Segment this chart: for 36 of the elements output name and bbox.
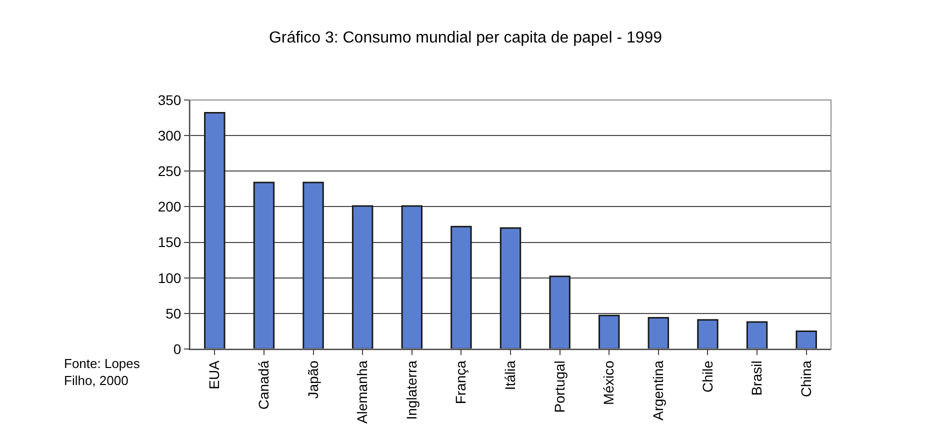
y-tick-label: 100: [158, 270, 182, 286]
bar: [302, 182, 324, 349]
y-tick-label: 0: [173, 340, 182, 357]
bar: [352, 205, 374, 349]
bar: [204, 112, 226, 349]
x-tick-label: Itália: [502, 360, 518, 390]
x-tick-label: México: [600, 360, 617, 405]
y-tick-label: 150: [158, 234, 182, 250]
bar: [401, 205, 422, 349]
bar: [500, 227, 522, 349]
y-tick-label: 250: [158, 163, 182, 180]
x-tick-label: China: [798, 360, 814, 398]
y-tick-label: 350: [158, 92, 182, 108]
y-tick-label: 300: [158, 127, 182, 144]
x-tick-label: Alemanha: [354, 360, 370, 424]
bar: [796, 330, 817, 349]
bar: [450, 226, 472, 349]
x-tick-label: Chile: [699, 360, 716, 393]
bar: [746, 321, 768, 349]
y-tick-label: 200: [158, 198, 182, 215]
x-tick-label: EUA: [206, 360, 222, 390]
bar: [697, 319, 718, 349]
x-tick-label: Portugal: [551, 360, 568, 413]
x-tick-label: França: [452, 360, 469, 404]
y-tick-label: 50: [166, 305, 182, 322]
x-tick-label: Brasil: [748, 360, 765, 396]
x-tick-label: Japão: [304, 360, 321, 399]
bar: [549, 276, 570, 349]
x-tick-label: Canadá: [256, 360, 272, 410]
bar: [648, 316, 670, 349]
bar: [253, 182, 275, 349]
chart-title: Gráfico 3: Consumo mundial per capita de papel - 1999: [268, 29, 662, 46]
bar: [598, 314, 620, 349]
source-note: Fonte: Lopes Filho, 2000: [64, 356, 140, 388]
x-tick-label: Inglaterra: [403, 360, 420, 420]
x-tick-label: Argentina: [650, 360, 666, 421]
